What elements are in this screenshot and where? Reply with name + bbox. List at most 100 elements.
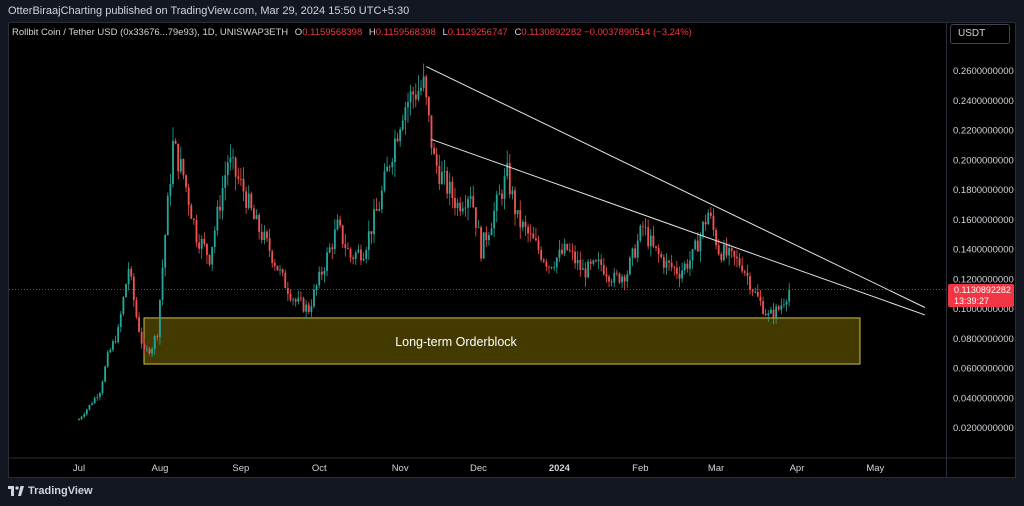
y-tick-label: 0.2600000000 (953, 66, 1014, 77)
candle-body (686, 263, 689, 269)
candle-body (192, 218, 195, 221)
candle-body (639, 226, 642, 241)
candle-body (78, 419, 80, 421)
candle-body (417, 90, 420, 100)
candle-body (485, 232, 488, 241)
candle-body (135, 300, 138, 318)
x-tick-label: Sep (232, 463, 249, 474)
candle-body (480, 227, 482, 259)
candle-body (237, 176, 240, 179)
candle-body (404, 107, 407, 121)
candle-body (550, 267, 553, 268)
candle-body (114, 341, 117, 343)
candle-body (172, 140, 174, 184)
x-tick-label: May (866, 463, 884, 474)
candle-body (642, 226, 644, 227)
change-value: −0.0037890514 (−3.24%) (584, 27, 692, 38)
candle-body (597, 259, 600, 262)
candle-body (315, 285, 318, 290)
candle-body (608, 276, 610, 282)
candle-body (464, 207, 467, 209)
candle-body (323, 270, 326, 275)
candle-body (347, 247, 349, 249)
x-tick-label: Apr (790, 463, 805, 474)
candle-body (420, 87, 422, 91)
candle-body (164, 235, 167, 268)
candle-body (467, 198, 469, 208)
orderblock-label: Long-term Orderblock (395, 335, 517, 349)
candle-body (788, 289, 791, 302)
candle-body (767, 313, 770, 316)
candle-body (668, 260, 670, 263)
candle-body (670, 262, 673, 268)
candle-body (441, 171, 443, 184)
candle-body (101, 381, 104, 394)
candle-body (91, 403, 93, 405)
candle-body (286, 288, 289, 294)
price-axis[interactable] (946, 22, 1016, 478)
candle-body (326, 252, 328, 271)
candle-body (527, 226, 529, 234)
candle-body (783, 304, 785, 306)
candle-body (561, 249, 563, 254)
candle-body (576, 259, 579, 264)
open-value: 0.1159568398 (302, 27, 363, 38)
candle-body (501, 193, 503, 199)
candle-body (532, 233, 535, 239)
candle-body (660, 253, 663, 258)
candle-body (696, 240, 699, 252)
candle-body (258, 215, 261, 232)
candle-body (263, 231, 266, 240)
chart-frame[interactable] (8, 22, 1016, 478)
candle-body (93, 397, 96, 404)
candle-body (691, 249, 694, 261)
y-tick-label: 0.2200000000 (953, 126, 1014, 137)
candle-body (443, 171, 446, 172)
tradingview-logo[interactable]: TradingView (8, 485, 93, 497)
candle-body (722, 244, 725, 261)
candle-body (208, 255, 211, 265)
candle-body (430, 115, 433, 148)
high-label: H (368, 27, 376, 38)
candle-body (412, 91, 415, 95)
x-tick-label: Aug (151, 463, 168, 474)
symbol-legend: Rollbit Coin / Tether USD (0x33676...79e… (12, 27, 692, 38)
candle-body (151, 349, 154, 354)
candle-body (153, 336, 156, 350)
candle-body (579, 259, 582, 270)
candle-body (587, 261, 590, 278)
candle-body (224, 175, 227, 188)
candle-body (407, 102, 409, 108)
candle-body (179, 159, 182, 172)
candle-body (490, 228, 493, 236)
candle-body (762, 301, 764, 314)
candle-body (777, 306, 780, 310)
candle-body (498, 193, 501, 195)
candle-body (707, 212, 710, 225)
candle-body (185, 175, 187, 188)
candle-body (253, 208, 255, 220)
currency-button[interactable]: USDT (950, 24, 1010, 44)
candle-body (331, 247, 334, 250)
candle-body (234, 157, 237, 177)
candle-body (728, 248, 731, 256)
candle-body (206, 243, 208, 256)
candle-body (386, 166, 389, 172)
candle-body (328, 247, 331, 253)
candle-body (370, 231, 373, 235)
candle-body (273, 263, 276, 266)
candle-body (336, 219, 339, 230)
candle-body (678, 273, 681, 279)
candle-body (122, 297, 125, 315)
candle-body (717, 245, 720, 255)
y-tick-label: 0.1600000000 (953, 215, 1014, 226)
candle-body (401, 120, 404, 130)
candle-body (621, 276, 623, 283)
candle-body (255, 215, 258, 220)
candle-body (647, 227, 650, 247)
candle-body (302, 298, 305, 312)
y-tick-label: 0.0400000000 (953, 393, 1014, 404)
candle-body (780, 305, 783, 310)
candle-body (307, 304, 310, 312)
